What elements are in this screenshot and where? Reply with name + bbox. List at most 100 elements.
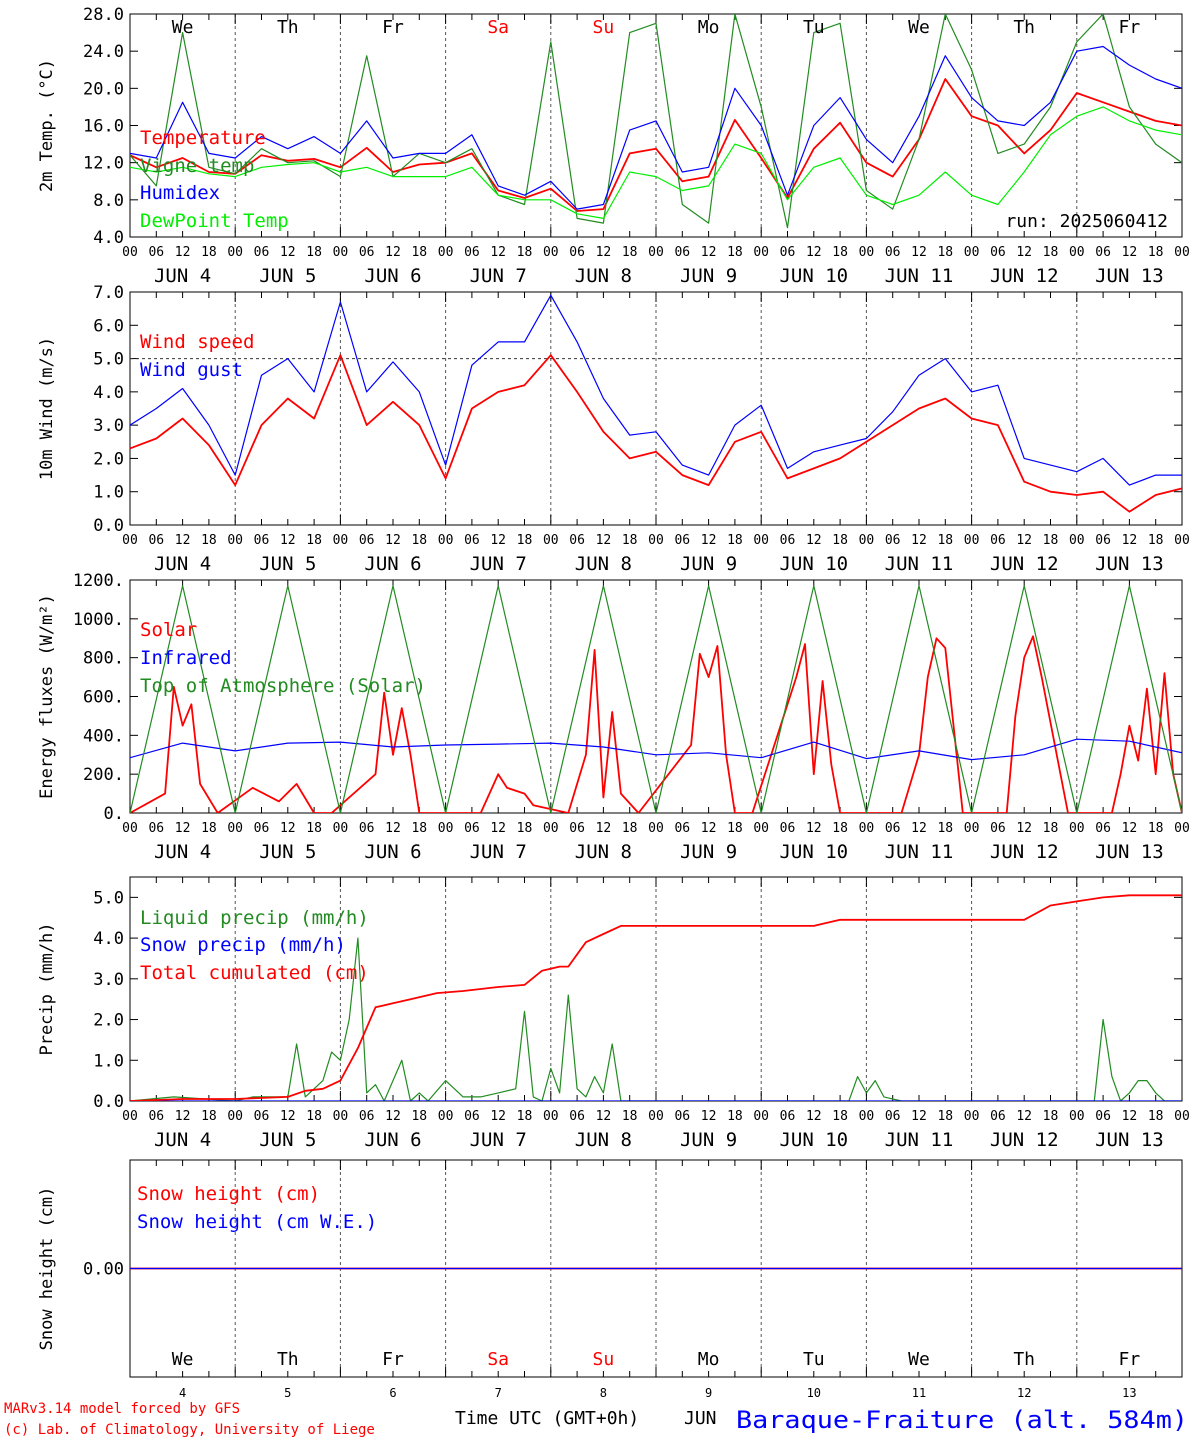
hour-label: 06 xyxy=(990,1109,1006,1124)
hour-label: 12 xyxy=(806,533,822,548)
hour-label: 00 xyxy=(964,245,980,260)
weekday-label: Fr xyxy=(382,17,404,38)
hour-label: 18 xyxy=(306,821,322,836)
y-tick-label: 5.0 xyxy=(93,888,124,908)
hour-label: 00 xyxy=(1069,533,1085,548)
hour-label: 18 xyxy=(306,533,322,548)
hour-label: 06 xyxy=(464,245,480,260)
date-label: JUN 7 xyxy=(470,841,527,863)
date-label: JUN 4 xyxy=(154,553,211,575)
hour-label: 18 xyxy=(411,533,427,548)
hour-label: 00 xyxy=(1069,1109,1085,1124)
day-number-label: 10 xyxy=(807,1386,821,1400)
hour-label: 18 xyxy=(1043,1109,1059,1124)
hour-label: 18 xyxy=(201,245,217,260)
hour-label: 00 xyxy=(227,821,243,836)
hour-label: 18 xyxy=(1148,1109,1164,1124)
hour-label: 12 xyxy=(385,245,401,260)
series-infrared xyxy=(130,738,1182,761)
hour-label: 18 xyxy=(727,245,743,260)
weekday-label: Mo xyxy=(698,1349,720,1370)
hour-label: 12 xyxy=(596,1109,612,1124)
date-label: JUN 9 xyxy=(680,553,737,575)
legend-entry: Liquid precip (mm/h) xyxy=(140,907,369,929)
series-liquid-precip-mm-h xyxy=(130,937,1182,1101)
y-tick-label: 16.0 xyxy=(83,117,124,137)
hour-label: 00 xyxy=(1069,245,1085,260)
panel-4: 0.0 1.0 2.0 3.0 4.0 5.0 Precip (mm/h) Liquid pr… xyxy=(37,876,1190,1151)
hour-label: 06 xyxy=(674,245,690,260)
hour-label: 18 xyxy=(517,533,533,548)
hour-label: 12 xyxy=(1016,533,1032,548)
hour-label: 00 xyxy=(333,1109,349,1124)
hour-label: 12 xyxy=(175,1109,191,1124)
y-tick-label: 28.0 xyxy=(83,5,124,25)
y-axis-title: 10m Wind (m/s) xyxy=(37,337,57,480)
weekday-label: We xyxy=(172,1349,194,1370)
panel-1: 4.0 8.0 12.0 16.0 20.0 24.0 28.0 2m Temp. (°C) T… xyxy=(37,5,1190,287)
day-number-label: 4 xyxy=(179,1386,186,1400)
date-label: JUN 11 xyxy=(885,1129,954,1151)
hour-label: 00 xyxy=(122,245,138,260)
hour-label: 18 xyxy=(411,821,427,836)
hour-label: 00 xyxy=(753,821,769,836)
weekday-label: Tu xyxy=(803,1349,825,1370)
hour-label: 06 xyxy=(674,533,690,548)
y-tick-label: 3.0 xyxy=(93,970,124,990)
hour-label: 06 xyxy=(1095,821,1111,836)
day-number-label: 11 xyxy=(912,1386,926,1400)
legend-entry: Humidex xyxy=(140,182,220,204)
series-wind-gust xyxy=(130,294,1182,486)
date-label: JUN 6 xyxy=(364,1129,421,1151)
hour-label: 18 xyxy=(832,245,848,260)
date-label: JUN 7 xyxy=(470,1129,527,1151)
y-tick-label: 24.0 xyxy=(83,42,124,62)
y-tick-label: 0.00 xyxy=(83,1260,124,1280)
hour-label: 00 xyxy=(1174,245,1190,260)
hour-label: 00 xyxy=(859,245,875,260)
date-label: JUN 8 xyxy=(575,265,632,287)
hour-label: 12 xyxy=(701,245,717,260)
hour-label: 06 xyxy=(254,533,270,548)
hour-label: 12 xyxy=(806,245,822,260)
legend-entry: Infrared xyxy=(140,647,232,669)
hour-label: 00 xyxy=(227,245,243,260)
hour-label: 12 xyxy=(280,821,296,836)
date-label: JUN 8 xyxy=(575,841,632,863)
hour-label: 00 xyxy=(438,245,454,260)
hour-label: 00 xyxy=(753,245,769,260)
hour-label: 12 xyxy=(490,533,506,548)
hour-label: 18 xyxy=(1043,533,1059,548)
date-label: JUN 10 xyxy=(779,841,848,863)
hour-label: 00 xyxy=(122,533,138,548)
weekday-label: Th xyxy=(1013,1349,1035,1370)
y-tick-label: 1.0 xyxy=(93,483,124,503)
hour-label: 12 xyxy=(701,821,717,836)
hour-label: 12 xyxy=(280,245,296,260)
date-label: JUN 11 xyxy=(885,265,954,287)
series-humidex xyxy=(130,45,1182,210)
hour-label: 00 xyxy=(543,533,559,548)
y-tick-label: 5.0 xyxy=(93,350,124,370)
y-tick-label: 400. xyxy=(83,726,124,746)
hour-label: 06 xyxy=(780,821,796,836)
hour-label: 06 xyxy=(569,533,585,548)
weekday-label: Fr xyxy=(1119,17,1141,38)
hour-label: 06 xyxy=(464,821,480,836)
y-axis-title: Precip (mm/h) xyxy=(37,922,57,1055)
legend-entry: Top of Atmosphere (Solar) xyxy=(140,675,426,697)
panel-3: 0. 200. 400. 600. 800. 1000. 1200. Energy fluxe… xyxy=(37,571,1190,863)
day-number-label: 13 xyxy=(1122,1386,1136,1400)
hour-label: 18 xyxy=(727,1109,743,1124)
hour-label: 06 xyxy=(148,245,164,260)
hour-label: 12 xyxy=(1122,821,1138,836)
hour-label: 12 xyxy=(1122,533,1138,548)
hour-label: 06 xyxy=(464,533,480,548)
hour-label: 18 xyxy=(622,245,638,260)
hour-label: 06 xyxy=(674,821,690,836)
hour-label: 12 xyxy=(1016,821,1032,836)
hour-label: 00 xyxy=(859,1109,875,1124)
footer-month-label: JUN xyxy=(684,1408,717,1429)
hour-label: 18 xyxy=(832,1109,848,1124)
date-label: JUN 9 xyxy=(680,1129,737,1151)
